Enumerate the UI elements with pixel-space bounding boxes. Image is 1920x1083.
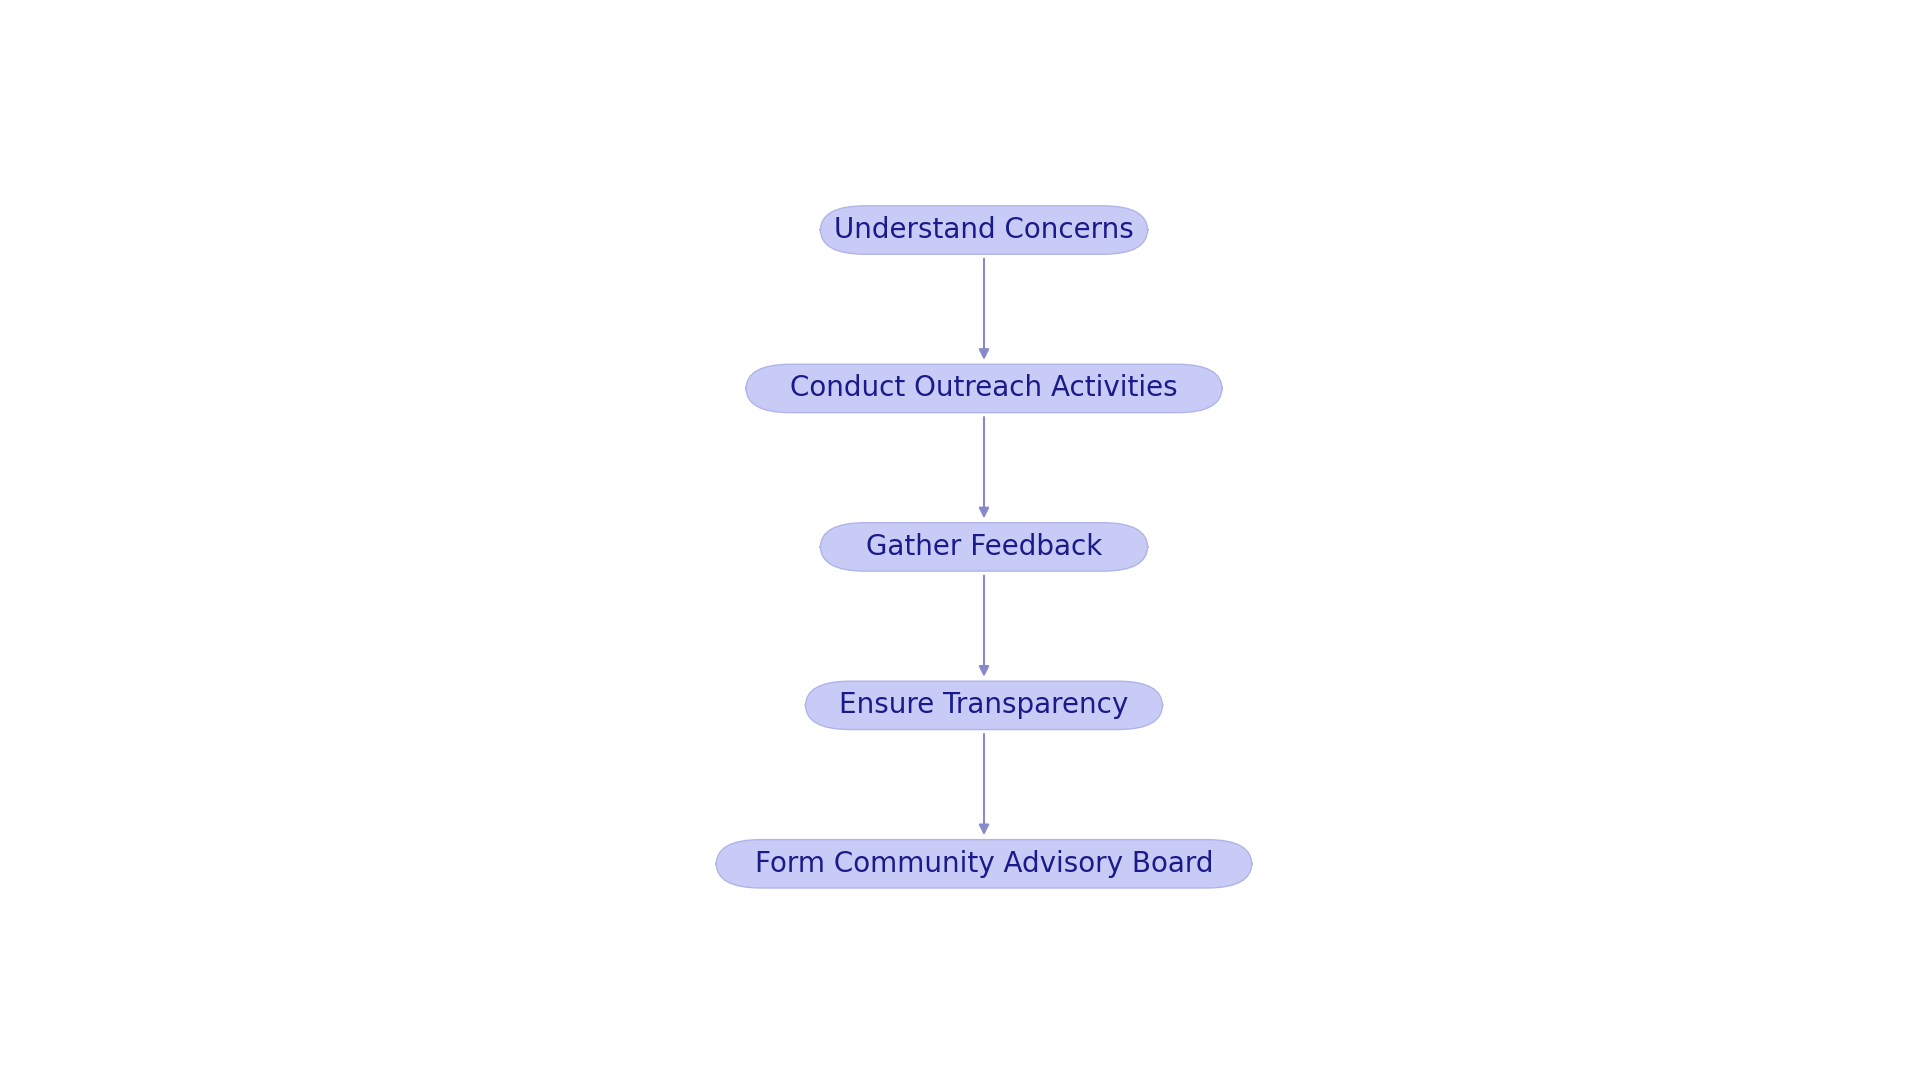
Text: Ensure Transparency: Ensure Transparency	[839, 691, 1129, 719]
FancyBboxPatch shape	[820, 206, 1148, 255]
Text: Understand Concerns: Understand Concerns	[833, 216, 1135, 244]
Text: Form Community Advisory Board: Form Community Advisory Board	[755, 850, 1213, 878]
Text: Conduct Outreach Activities: Conduct Outreach Activities	[791, 375, 1177, 403]
Text: Gather Feedback: Gather Feedback	[866, 533, 1102, 561]
FancyBboxPatch shape	[716, 839, 1252, 888]
FancyBboxPatch shape	[806, 681, 1162, 730]
FancyBboxPatch shape	[820, 523, 1148, 571]
FancyBboxPatch shape	[745, 364, 1221, 413]
